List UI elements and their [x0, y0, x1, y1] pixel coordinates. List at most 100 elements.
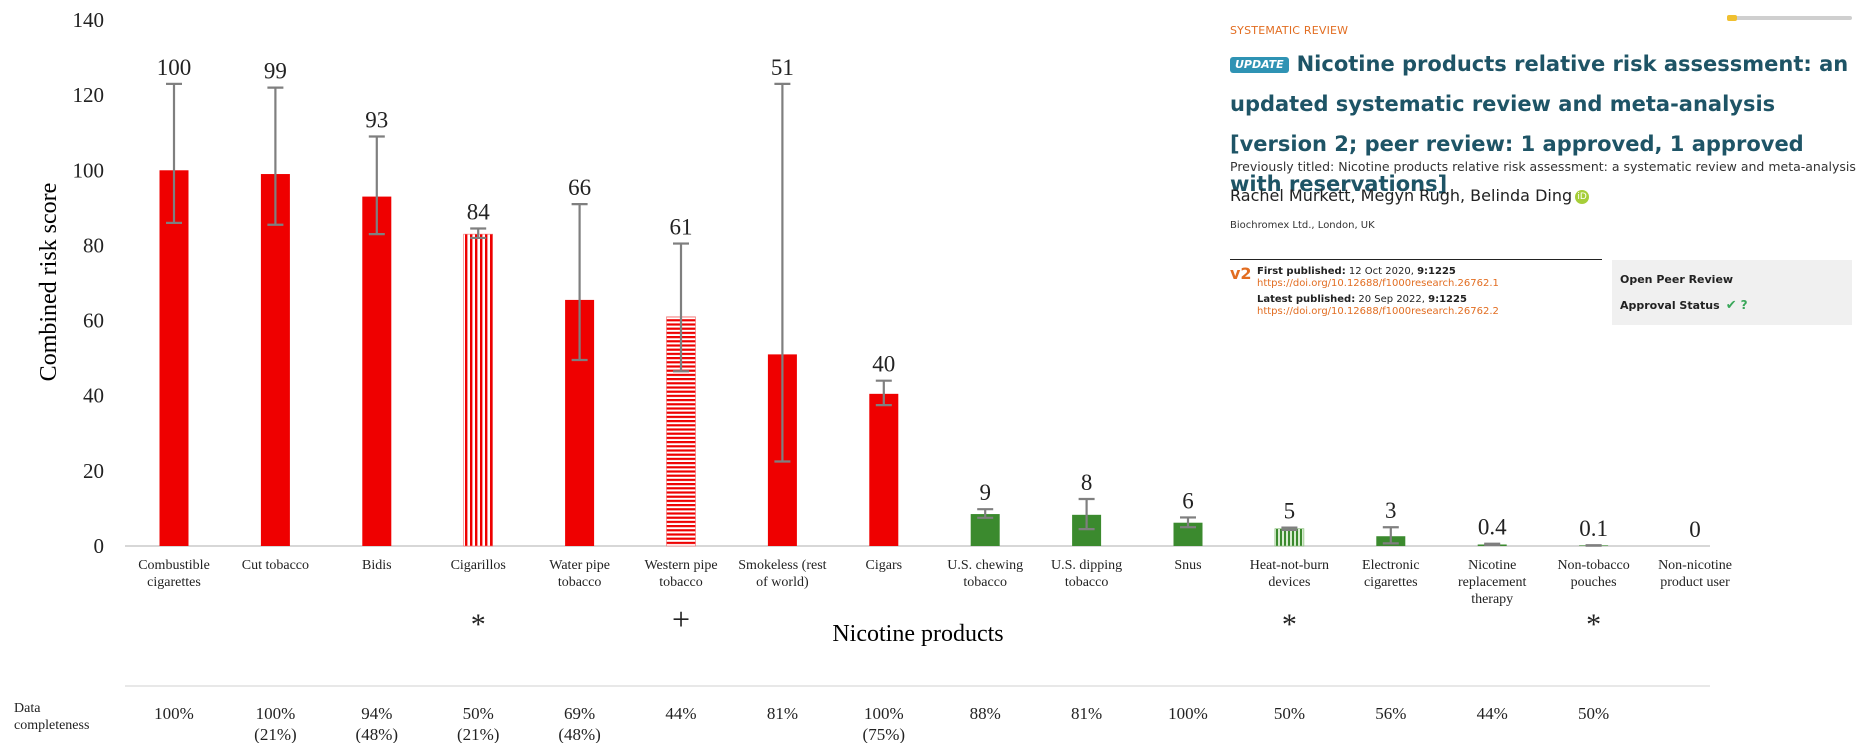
marker-symbol: *: [1282, 608, 1297, 641]
x-tick-label: replacement: [1458, 575, 1527, 590]
chart-labels: 100 Combustible cigarettes 100% 99 Cut tobacc…: [14, 55, 1732, 743]
y-tick-label: 100: [73, 158, 105, 182]
data-label: 0: [1689, 517, 1701, 542]
orcid-icon[interactable]: iD: [1575, 190, 1590, 204]
version-label: v2: [1230, 264, 1252, 283]
marker-symbol: *: [1586, 608, 1601, 641]
x-tick-label: Cigars: [866, 558, 903, 573]
affiliation: Biochromex Ltd., London, UK: [1230, 220, 1375, 231]
approval-status: Approval Status ✔?: [1620, 298, 1748, 313]
bar: [869, 393, 899, 546]
marker-symbol: +: [672, 601, 690, 637]
bar: [970, 514, 1000, 546]
data-label: 61: [670, 215, 693, 240]
latest-published: Latest published: 20 Sep 2022, 9:1225: [1257, 294, 1467, 305]
x-tick-label: tobacco: [963, 575, 1007, 590]
scroll-indicator[interactable]: [1727, 15, 1852, 21]
x-tick-label: cigarettes: [1364, 575, 1418, 590]
completeness-value: 81%: [1071, 704, 1102, 723]
completeness-value: 100%: [154, 704, 194, 723]
completeness-value: 94%: [361, 704, 392, 723]
completeness-value: 50%: [1578, 704, 1609, 723]
completeness-value: 88%: [970, 704, 1001, 723]
completeness-value: (48%): [558, 725, 600, 743]
x-tick-label: Water pipe: [549, 558, 610, 573]
marker-symbol: *: [471, 608, 486, 641]
data-label: 99: [264, 59, 287, 84]
bar: [159, 170, 189, 547]
approval-label: Approval Status: [1620, 299, 1720, 312]
y-tick-label: 80: [83, 233, 104, 257]
first-doi-link[interactable]: https://doi.org/10.12688/f1000research.2…: [1257, 278, 1499, 289]
completeness-value: 56%: [1375, 704, 1406, 723]
data-label: 6: [1182, 488, 1194, 513]
y-tick-label: 120: [73, 83, 105, 107]
data-label: 66: [568, 175, 591, 200]
completeness-value: 44%: [665, 704, 696, 723]
completeness-label: Data: [14, 701, 41, 716]
bar: [463, 234, 493, 546]
x-tick-label: tobacco: [558, 575, 602, 590]
article-title-text[interactable]: Nicotine products relative risk assessme…: [1230, 52, 1849, 116]
data-label: 93: [365, 107, 388, 132]
x-tick-label: cigarettes: [147, 575, 201, 590]
article-title: UPDATE Nicotine products relative risk as…: [1230, 44, 1850, 204]
bar: [362, 196, 392, 547]
reservation-question-icon[interactable]: ?: [1740, 298, 1748, 312]
latest-published-label: Latest published:: [1257, 294, 1356, 305]
completeness-value: 50%: [1274, 704, 1305, 723]
scroll-knob[interactable]: [1727, 15, 1737, 21]
data-label: 3: [1385, 498, 1397, 523]
x-axis-label: Nicotine products: [832, 621, 1003, 647]
completeness-value: (21%): [254, 725, 296, 743]
data-label: 51: [771, 55, 794, 80]
x-tick-label: Snus: [1174, 558, 1201, 573]
x-tick-label: Heat-not-burn: [1250, 558, 1329, 573]
completeness-value: 81%: [767, 704, 798, 723]
data-label: 40: [872, 352, 895, 377]
completeness-value: 50%: [463, 704, 494, 723]
latest-published-date: 20 Sep 2022,: [1358, 294, 1425, 305]
x-tick-label: product user: [1660, 575, 1730, 590]
x-tick-label: therapy: [1471, 592, 1513, 607]
article-header-overlay: SYSTEMATIC REVIEW UPDATE Nicotine product…: [1222, 14, 1861, 344]
x-tick-label: Non-tobacco: [1557, 558, 1629, 573]
completeness-value: (21%): [457, 725, 499, 743]
latest-doi-link[interactable]: https://doi.org/10.12688/f1000research.2…: [1257, 306, 1499, 317]
peer-review-panel: Open Peer Review Approval Status ✔?: [1612, 260, 1852, 325]
chart-bars: [159, 82, 1609, 547]
version-note: [version 2; peer review: 1 approved, 1 a…: [1230, 132, 1804, 196]
first-published: First published: 12 Oct 2020, 9:1225: [1257, 266, 1456, 277]
x-tick-label: Cigarillos: [451, 558, 506, 573]
y-tick-label: 140: [73, 8, 105, 32]
x-tick-label: of world): [756, 575, 809, 590]
first-published-label: First published:: [1257, 266, 1346, 277]
bar: [1274, 528, 1304, 546]
x-tick-label: Western pipe: [644, 558, 717, 573]
x-tick-label: tobacco: [1065, 575, 1109, 590]
data-label: 0.4: [1478, 515, 1507, 540]
x-tick-label: Combustible: [138, 558, 210, 573]
approved-check-icon[interactable]: ✔: [1725, 298, 1737, 313]
previous-title: Previously titled: Nicotine products rel…: [1230, 159, 1856, 174]
completeness-value: 100%: [1168, 704, 1208, 723]
data-label: 0.1: [1579, 516, 1608, 541]
x-tick-label: pouches: [1571, 575, 1617, 590]
completeness-value: 100%: [864, 704, 904, 723]
x-tick-label: devices: [1268, 575, 1310, 590]
first-published-issue: 9:1225: [1417, 266, 1456, 277]
data-label: 84: [467, 200, 491, 225]
data-label: 100: [157, 55, 192, 80]
author-list[interactable]: Rachel Murkett, Megyn Rugh, Belinda Ding: [1230, 186, 1573, 205]
bar: [1173, 522, 1203, 546]
x-tick-label: tobacco: [659, 575, 703, 590]
data-label: 5: [1284, 499, 1296, 524]
data-label: 9: [979, 480, 991, 505]
peer-review-title[interactable]: Open Peer Review: [1620, 273, 1734, 286]
completeness-value: 44%: [1477, 704, 1508, 723]
x-tick-label: Non-nicotine: [1658, 558, 1732, 573]
y-tick-label: 20: [83, 459, 104, 483]
completeness-value: (48%): [356, 725, 398, 743]
completeness-value: 69%: [564, 704, 595, 723]
